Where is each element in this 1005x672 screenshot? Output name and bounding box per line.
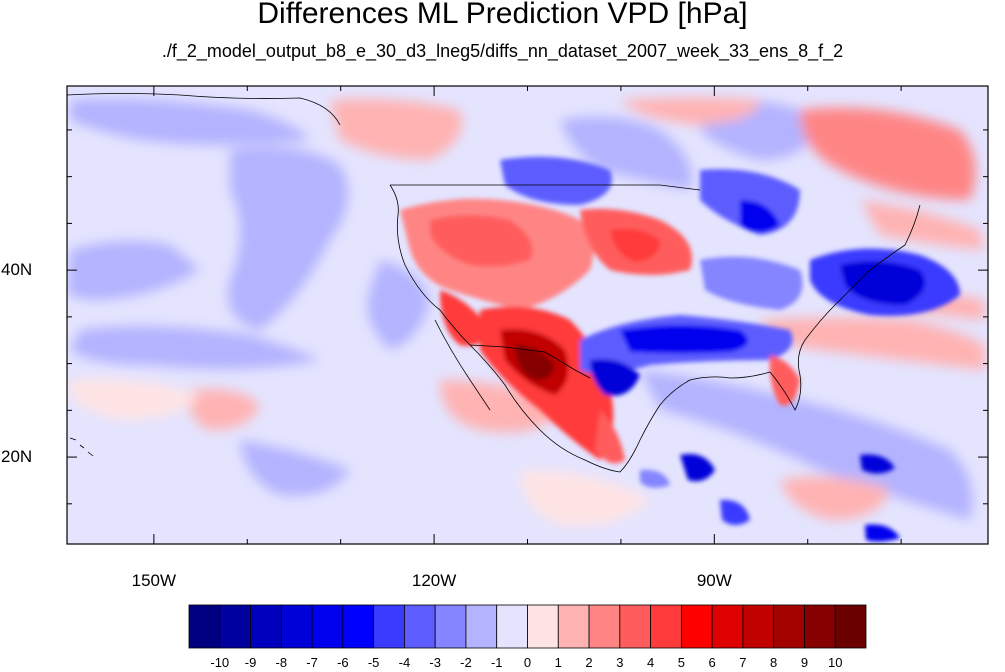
- lon-tick-label: 90W: [696, 571, 732, 590]
- colorbar-swatch: [588, 604, 621, 649]
- colorbar-label: -1: [490, 655, 503, 670]
- colorbar-label: -2: [460, 655, 472, 670]
- colorbar-label: -10: [210, 655, 230, 670]
- colorbar-swatch: [804, 604, 836, 649]
- colorbar-label: -8: [275, 655, 288, 670]
- colorbar-label: -9: [244, 655, 257, 670]
- field-layer: [67, 86, 988, 544]
- colorbar-label: -3: [429, 655, 441, 670]
- coastlines: [67, 93, 921, 473]
- colorbar-label: 0: [523, 655, 532, 670]
- colorbar-swatch: [250, 604, 282, 649]
- lon-tick-label: 150W: [131, 571, 177, 590]
- broad-anomalies: [67, 97, 985, 526]
- colorbar-label: 4: [646, 655, 655, 670]
- colorbar-label: -4: [398, 655, 411, 670]
- colorbar-label: 6: [708, 655, 716, 670]
- land-anomalies: [400, 156, 960, 542]
- colorbar-label: 2: [585, 655, 593, 670]
- colorbar-label: 10: [827, 655, 843, 670]
- colorbar-label: -6: [337, 655, 349, 670]
- colorbar-swatch: [742, 604, 775, 649]
- colorbar-swatch: [773, 604, 805, 649]
- colorbar-swatch: [650, 604, 682, 649]
- colorbar-swatch: [311, 604, 344, 649]
- colorbar-swatch: [280, 604, 313, 649]
- colorbar-swatch: [496, 604, 528, 649]
- colorbar-label: 3: [616, 655, 624, 670]
- colorbar-label: 5: [677, 655, 685, 670]
- colorbar-swatch: [188, 604, 221, 649]
- colorbar-swatch: [404, 604, 436, 649]
- axis-ticks: [67, 86, 988, 544]
- colorbar-swatch: [680, 604, 713, 649]
- map-title: Differences ML Prediction VPD [hPa]: [257, 0, 748, 30]
- colorbar-swatch: [219, 604, 251, 649]
- lat-tick-label: 40N: [1, 260, 33, 280]
- colorbar-swatch: [557, 604, 590, 649]
- colorbar-swatch: [342, 604, 375, 649]
- colorbar-label: 8: [770, 655, 778, 670]
- colorbar-swatch: [711, 604, 744, 649]
- colorbar: [188, 604, 867, 649]
- colorbar-label: -7: [306, 655, 318, 670]
- colorbar-swatch: [619, 604, 651, 649]
- colorbar-swatch: [465, 604, 498, 649]
- colorbar-label: 1: [554, 655, 562, 670]
- colorbar-label: 9: [800, 655, 809, 670]
- colorbar-label: 7: [739, 655, 747, 670]
- colorbar-swatch: [834, 604, 867, 649]
- lat-tick-label: 20N: [1, 447, 33, 467]
- lon-tick-label: 120W: [411, 571, 457, 590]
- colorbar-swatch: [527, 604, 559, 649]
- map-subtitle: ./f_2_model_output_b8_e_30_d3_lneg5/diff…: [161, 41, 844, 61]
- colorbar-swatch: [373, 604, 405, 649]
- colorbar-label: -5: [367, 655, 380, 670]
- colorbar-swatch: [434, 604, 467, 649]
